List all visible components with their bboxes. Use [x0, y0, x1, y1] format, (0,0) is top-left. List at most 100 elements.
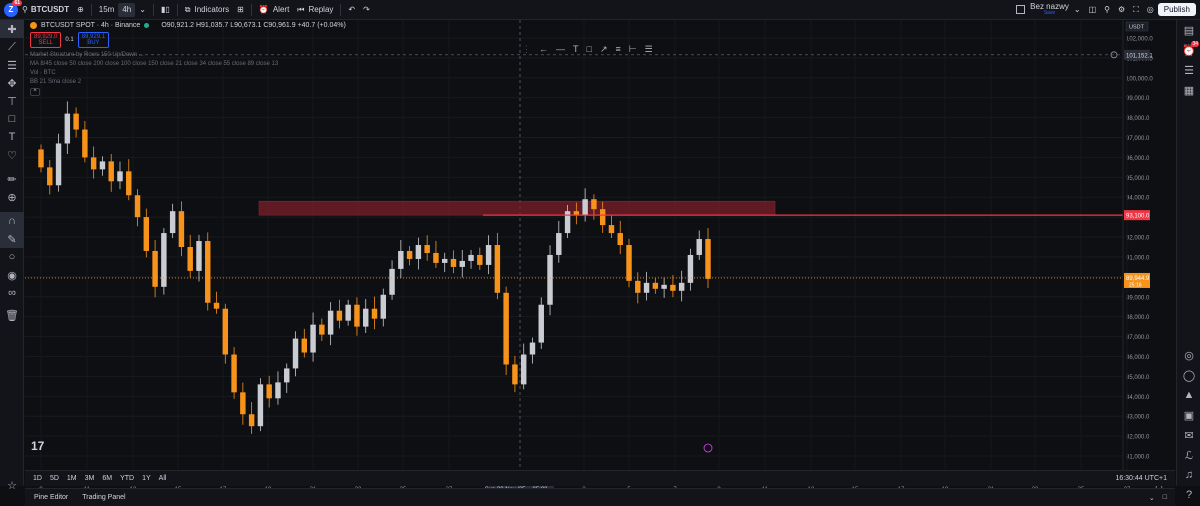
link-tool[interactable]: ∞ — [0, 284, 24, 302]
y-tick-label: 87,000.0 — [1126, 335, 1150, 341]
event-marker-icon[interactable] — [703, 443, 713, 453]
quick-search-button[interactable]: ⚲ — [1100, 0, 1114, 20]
interval-dropdown[interactable]: ⌄ — [135, 0, 150, 20]
layers-button[interactable]: ☰ — [1177, 60, 1200, 80]
alerts-button[interactable]: ⏰ 34 — [1177, 40, 1200, 60]
lock-tool[interactable]: ○ — [0, 248, 24, 266]
replay-button[interactable]: ⏮ Replay — [297, 4, 334, 15]
settings-button[interactable]: ⚙ — [1114, 0, 1129, 20]
collapse-legend-button[interactable]: ^ — [30, 88, 40, 96]
zoom-tool[interactable]: ⊕ — [0, 188, 24, 206]
add-alert-icon[interactable] — [1110, 51, 1118, 59]
clock[interactable]: 16:30:44 UTC+1 — [1115, 475, 1167, 482]
templates-button[interactable]: ⊞ — [233, 0, 248, 20]
magnet-tool[interactable]: ∩ — [0, 212, 24, 230]
link-icon: ∞ — [8, 287, 16, 299]
layers-icon: ☰ — [1184, 64, 1194, 77]
timeframe-all[interactable]: All — [158, 475, 167, 482]
icon-tool[interactable]: ♡ — [0, 146, 24, 164]
undo-button[interactable]: ↶ — [344, 0, 359, 20]
streams-button[interactable]: ◯ — [1177, 365, 1200, 385]
timeframe-1d[interactable]: 1D — [33, 475, 42, 482]
timeframe-3m[interactable]: 3M — [84, 475, 95, 482]
chat-button[interactable]: ✉ — [1177, 425, 1200, 445]
hide-tool[interactable]: ◉ — [0, 266, 24, 284]
market-status-icon — [144, 23, 150, 28]
timeframe-ytd[interactable]: YTD — [120, 475, 135, 482]
timeframe-5d[interactable]: 5D — [49, 475, 59, 482]
replay-icon: ⏮ — [297, 4, 305, 14]
currency-selector[interactable] — [1125, 21, 1149, 32]
buy-button[interactable]: 89,929.1 BUY — [77, 32, 110, 48]
measure-icon[interactable]: ⊢ — [628, 43, 637, 54]
settings-icon[interactable]: ☰ — [644, 43, 653, 54]
ideas-button[interactable]: ◎ — [1177, 345, 1200, 365]
y-tick-label: 88,000.0 — [1126, 315, 1150, 321]
watchlist-button[interactable]: ▤ — [1177, 20, 1200, 40]
trading-panel-tab[interactable]: Trading Panel — [82, 494, 126, 501]
collapse-panel-icon[interactable]: ⌄ — [1148, 494, 1155, 502]
compare-symbol-button[interactable]: ⊕ — [73, 0, 88, 20]
indicator-line-1[interactable]: Market Structure by Rows 150 Up/Down ... — [30, 52, 144, 58]
chart-type-button[interactable]: ▮▯ — [157, 0, 174, 20]
notifications-button[interactable]: ♫ — [1177, 465, 1200, 485]
timeframe-6m[interactable]: 6M — [102, 475, 113, 482]
user-avatar[interactable]: Z 61 — [4, 0, 22, 17]
text-icon[interactable]: T — [573, 44, 579, 54]
candle-body — [134, 195, 141, 218]
last-price-label: 89,944.9 — [1126, 276, 1150, 282]
projection-tool[interactable]: ⊤ — [0, 92, 24, 110]
data-window-button[interactable]: ▦ — [1177, 80, 1200, 100]
symbol-search[interactable]: ⚲ BTCUSDT — [22, 5, 70, 14]
pattern-tool[interactable]: ✥ — [0, 74, 24, 92]
candle-body — [205, 241, 211, 303]
layout-save-label: Save — [1043, 9, 1056, 16]
text-tool[interactable]: T — [0, 128, 24, 146]
candle-body — [687, 254, 694, 283]
interval-15m[interactable]: 15m — [98, 5, 115, 14]
pine-editor-tab[interactable]: Pine Editor — [34, 494, 69, 501]
help-button[interactable]: ? — [1177, 485, 1200, 505]
rectangle-icon[interactable]: □ — [586, 44, 592, 54]
camera-icon: ◎ — [1146, 5, 1154, 14]
interval-4h[interactable]: 4h — [118, 2, 136, 17]
sell-button[interactable]: 89,929.0 SELL — [30, 32, 62, 48]
calendar-button[interactable]: ▣ — [1177, 405, 1200, 425]
measure-tool[interactable]: ✏ — [0, 170, 24, 188]
indicators-button[interactable]: ⧉ Indicators — [184, 4, 230, 15]
drag-handle-icon[interactable]: ⋮ — [522, 43, 531, 54]
trendline-icon[interactable]: ↗ — [599, 43, 608, 54]
crosshair-tool[interactable]: ✚ — [0, 20, 24, 38]
remove-tool[interactable]: 🗑 — [0, 306, 24, 324]
stay-drawing-tool[interactable]: ✎ — [0, 230, 24, 248]
horizontal-line-icon[interactable]: — — [556, 44, 565, 54]
brush-tool[interactable]: □ — [0, 110, 24, 128]
alert-button[interactable]: ⏰ Alert — [258, 5, 290, 14]
indicator-line-3[interactable]: Vol · BTC — [30, 70, 56, 76]
timeframe-1m[interactable]: 1M — [66, 475, 77, 482]
publish-button[interactable]: Publish — [1157, 3, 1196, 16]
arrow-left-icon[interactable]: ← — [539, 44, 548, 54]
channel-icon[interactable]: ≡ — [615, 44, 621, 54]
timeframe-1y[interactable]: 1Y — [142, 475, 151, 482]
indicator-line-4[interactable]: BB 21 Sma close 2 — [30, 79, 82, 85]
tradingview-logo-icon[interactable]: 17 — [31, 439, 45, 453]
hotlist-button[interactable]: ▲ — [1177, 385, 1200, 405]
indicator-line-2[interactable]: MA 8/45 close 50 close 200 close 100 clo… — [30, 61, 279, 67]
resistance-zone[interactable] — [258, 200, 776, 216]
redo-button[interactable]: ↷ — [359, 0, 374, 20]
fullscreen-button[interactable]: ⛶ — [1129, 0, 1143, 20]
trendline-tool[interactable]: ⟋ — [0, 38, 24, 56]
maximize-panel-icon[interactable]: □ — [1162, 494, 1167, 501]
screenshot-button[interactable]: ◎ — [1143, 0, 1158, 20]
layout-grid-button[interactable]: ◫ — [1085, 0, 1101, 20]
chart-pane[interactable]: 102,000.0101,000.0100,000.099,000.098,00… — [25, 20, 1163, 493]
top-toolbar: Z 61 ⚲ BTCUSDT ⊕ 15m 4h ⌄ ▮▯ ⧉ Indicators ⊞… — [0, 0, 1200, 20]
layout-menu[interactable]: Bez nazwy Save ⌄ — [1012, 0, 1084, 20]
rss-button[interactable]: ℒ — [1177, 445, 1200, 465]
price-chart[interactable]: 102,000.0101,000.0100,000.099,000.098,00… — [25, 20, 1163, 500]
favorites-tool[interactable]: ☆ — [0, 476, 24, 494]
legend-title[interactable]: BTCUSDT SPOT · 4h · Binance — [41, 22, 141, 29]
rss-icon: ℒ — [1185, 449, 1193, 462]
fib-tool[interactable]: ☰ — [0, 56, 24, 74]
